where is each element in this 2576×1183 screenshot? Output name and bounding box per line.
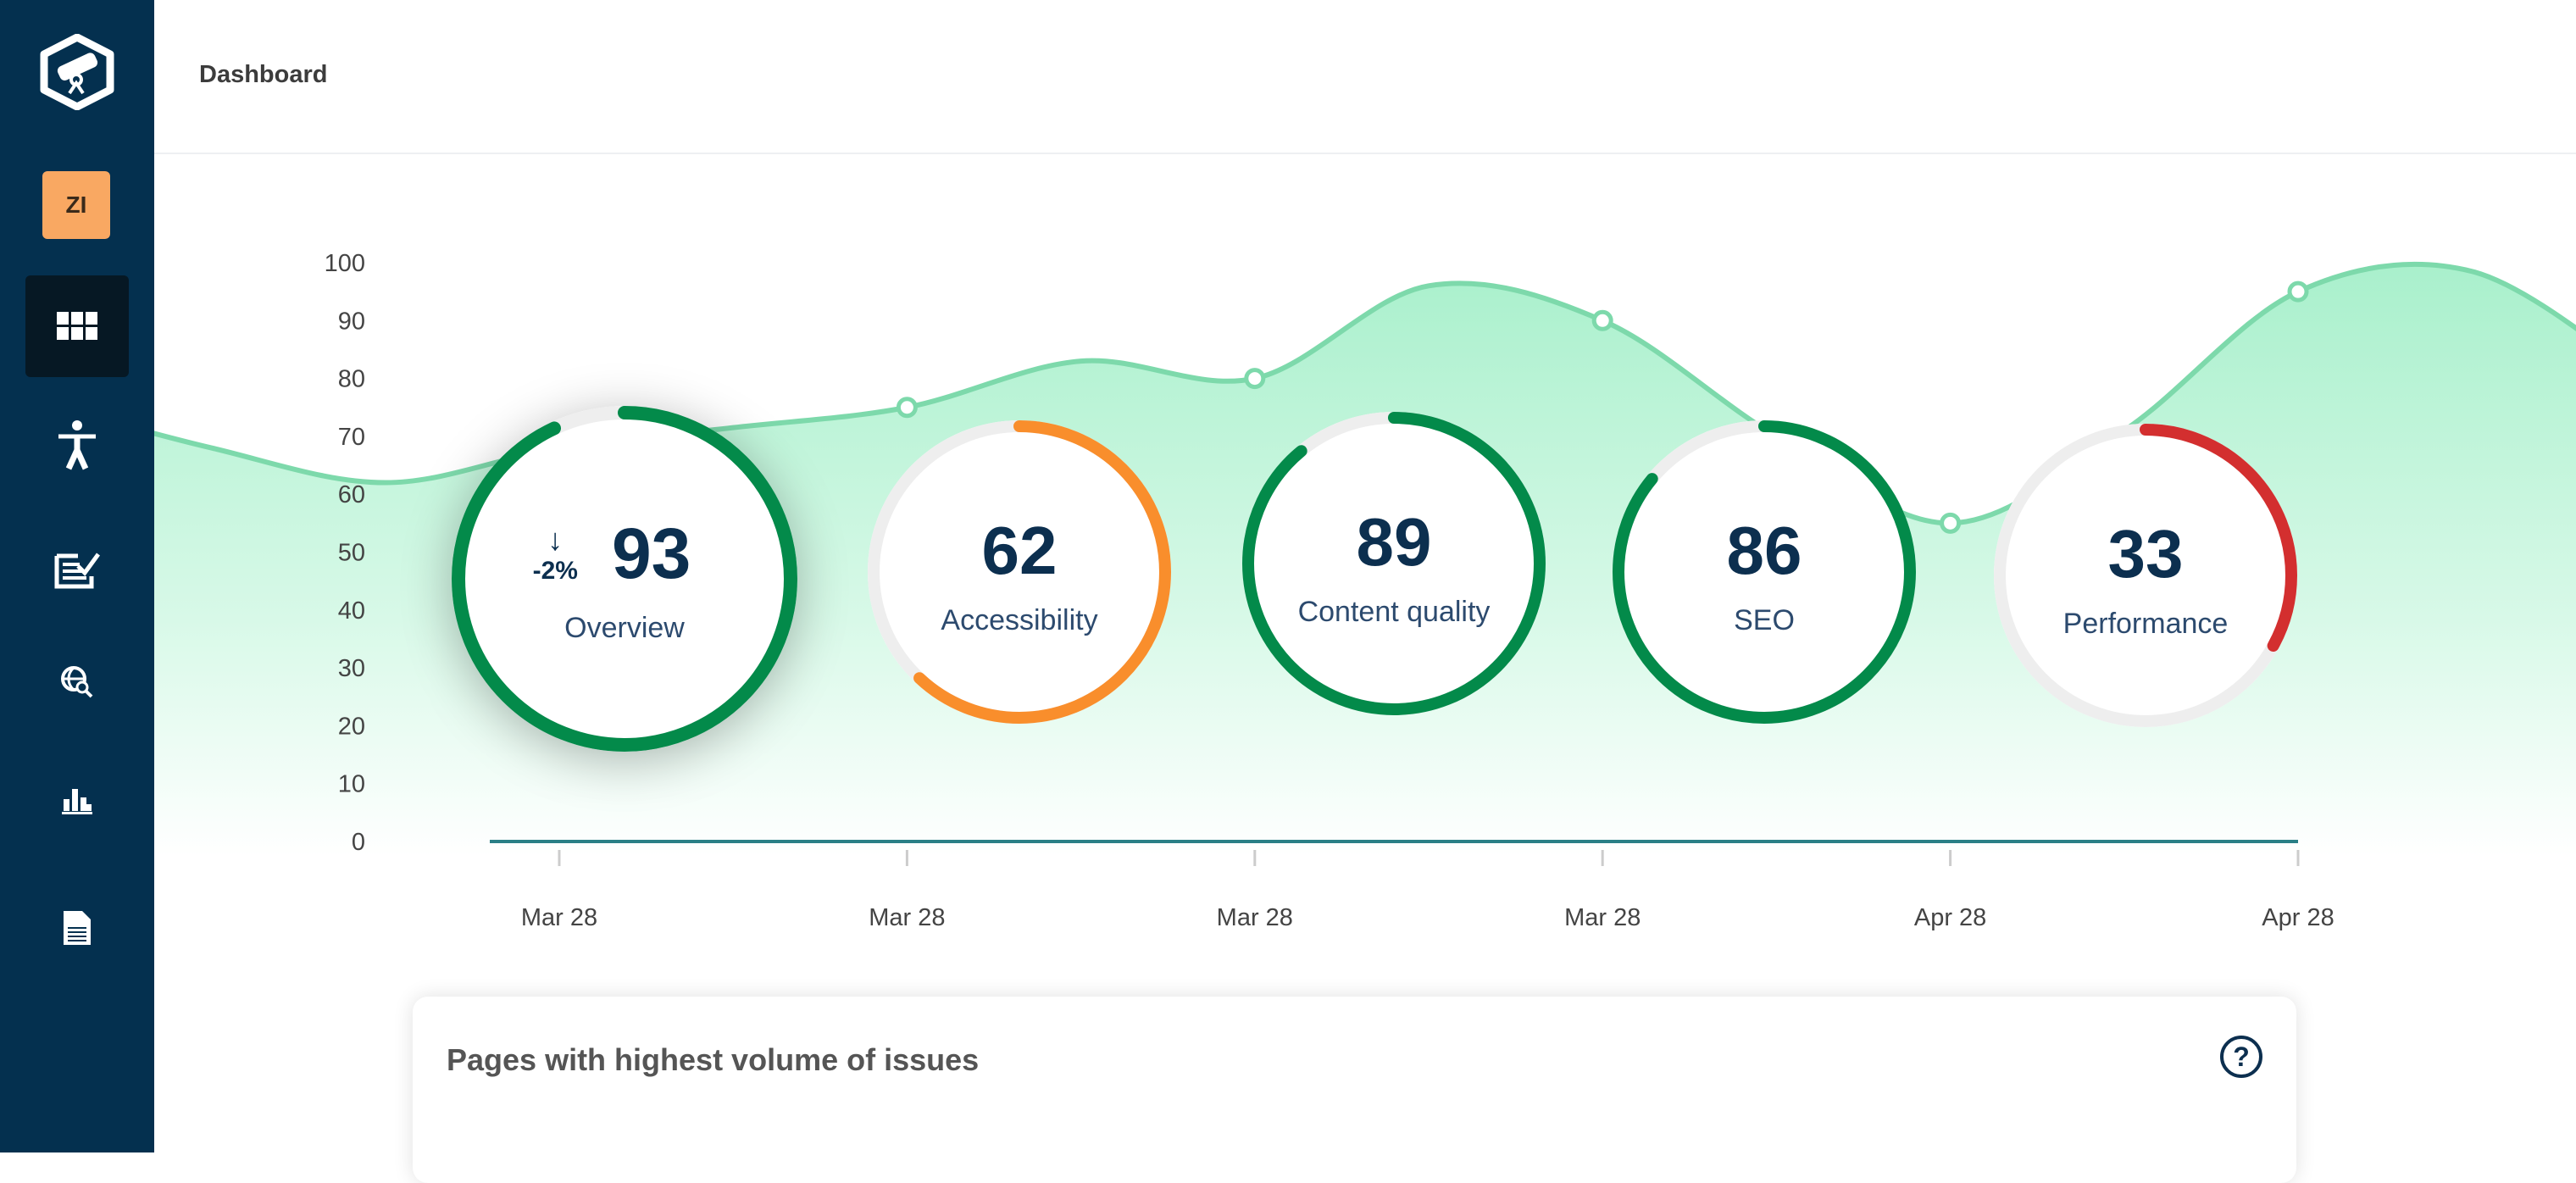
gauge-arc <box>1242 412 1546 715</box>
data-point[interactable] <box>896 397 918 419</box>
header: Dashboard <box>154 0 2576 154</box>
sidebar-item-documents[interactable] <box>25 877 129 979</box>
grid-icon <box>57 312 97 340</box>
sidebar-item-content[interactable] <box>25 517 129 619</box>
gauge-accessibility[interactable]: 62 Accessibility <box>868 420 1171 724</box>
y-tick-label: 30 <box>338 655 365 682</box>
x-tick-label: Apr 28 <box>1914 904 1986 931</box>
arrow-down-icon: ↓ <box>547 521 564 557</box>
sidebar-item-dashboard[interactable] <box>25 275 129 377</box>
x-tick-label: Apr 28 <box>2262 904 2334 931</box>
change-value: -2% <box>532 556 578 585</box>
help-icon[interactable]: ? <box>2220 1036 2262 1078</box>
sidebar: ZI <box>0 0 154 1152</box>
gauge-arc <box>868 420 1171 724</box>
gauge-label: Content quality <box>1297 596 1491 628</box>
gauge-label: Performance <box>2062 608 2229 640</box>
data-point[interactable] <box>1940 512 1962 534</box>
gauge-content-quality[interactable]: 89 Content quality <box>1242 412 1546 715</box>
gauge-seo[interactable]: 86 SEO <box>1613 420 1916 724</box>
y-tick-label: 10 <box>338 771 365 798</box>
gauge-score: 33 <box>2107 516 2184 592</box>
document-icon <box>64 911 91 945</box>
gauge-label: Overview <box>564 612 685 644</box>
issues-card: Pages with highest volume of issues ? <box>413 997 2296 1183</box>
gauge-label: Accessibility <box>941 604 1098 636</box>
data-point[interactable] <box>1244 368 1266 390</box>
sidebar-item-accessibility[interactable] <box>25 394 129 496</box>
y-tick-label: 40 <box>338 597 365 625</box>
y-tick-label: 80 <box>338 366 365 393</box>
x-tick-label: Mar 28 <box>869 904 945 931</box>
page-title: Dashboard <box>199 61 328 88</box>
gauge-performance[interactable]: 33 Performance <box>1994 424 2297 727</box>
card-title: Pages with highest volume of issues <box>447 1042 980 1077</box>
gauge-score: 86 <box>1726 513 1802 588</box>
bar-chart-icon <box>62 789 92 814</box>
x-tick-label: Mar 28 <box>521 904 597 931</box>
gauge-score: 62 <box>981 513 1058 588</box>
y-tick-label: 50 <box>338 540 365 567</box>
y-tick-label: 90 <box>338 308 365 335</box>
data-point[interactable] <box>1591 309 1613 331</box>
y-tick-label: 70 <box>338 424 365 451</box>
globe-search-icon <box>61 666 93 698</box>
x-tick-label: Mar 28 <box>1217 904 1293 931</box>
change-indicator: ↓ -2% <box>532 521 578 586</box>
gauge-score: 93 <box>611 514 691 593</box>
gauge-arc <box>1994 424 2297 727</box>
user-avatar[interactable]: ZI <box>42 171 110 239</box>
y-tick-label: 60 <box>338 481 365 508</box>
y-tick-label: 0 <box>352 829 365 856</box>
gauge-arc <box>452 406 797 752</box>
y-tick-label: 20 <box>338 713 365 740</box>
y-tick-label: 100 <box>325 250 365 277</box>
x-tick-label: Mar 28 <box>1564 904 1641 931</box>
accessibility-icon <box>58 420 96 470</box>
gauge-label: SEO <box>1734 604 1795 636</box>
gauge-overview[interactable]: ↓ -2% 93 Overview <box>452 406 797 752</box>
content-check-icon <box>54 553 100 589</box>
gauge-score: 89 <box>1356 504 1432 580</box>
sidebar-item-seo[interactable] <box>25 631 129 733</box>
sidebar-item-reports[interactable] <box>25 750 129 852</box>
app-logo-icon[interactable] <box>39 34 115 110</box>
data-point[interactable] <box>2287 280 2309 303</box>
gauge-arc <box>1613 420 1916 724</box>
